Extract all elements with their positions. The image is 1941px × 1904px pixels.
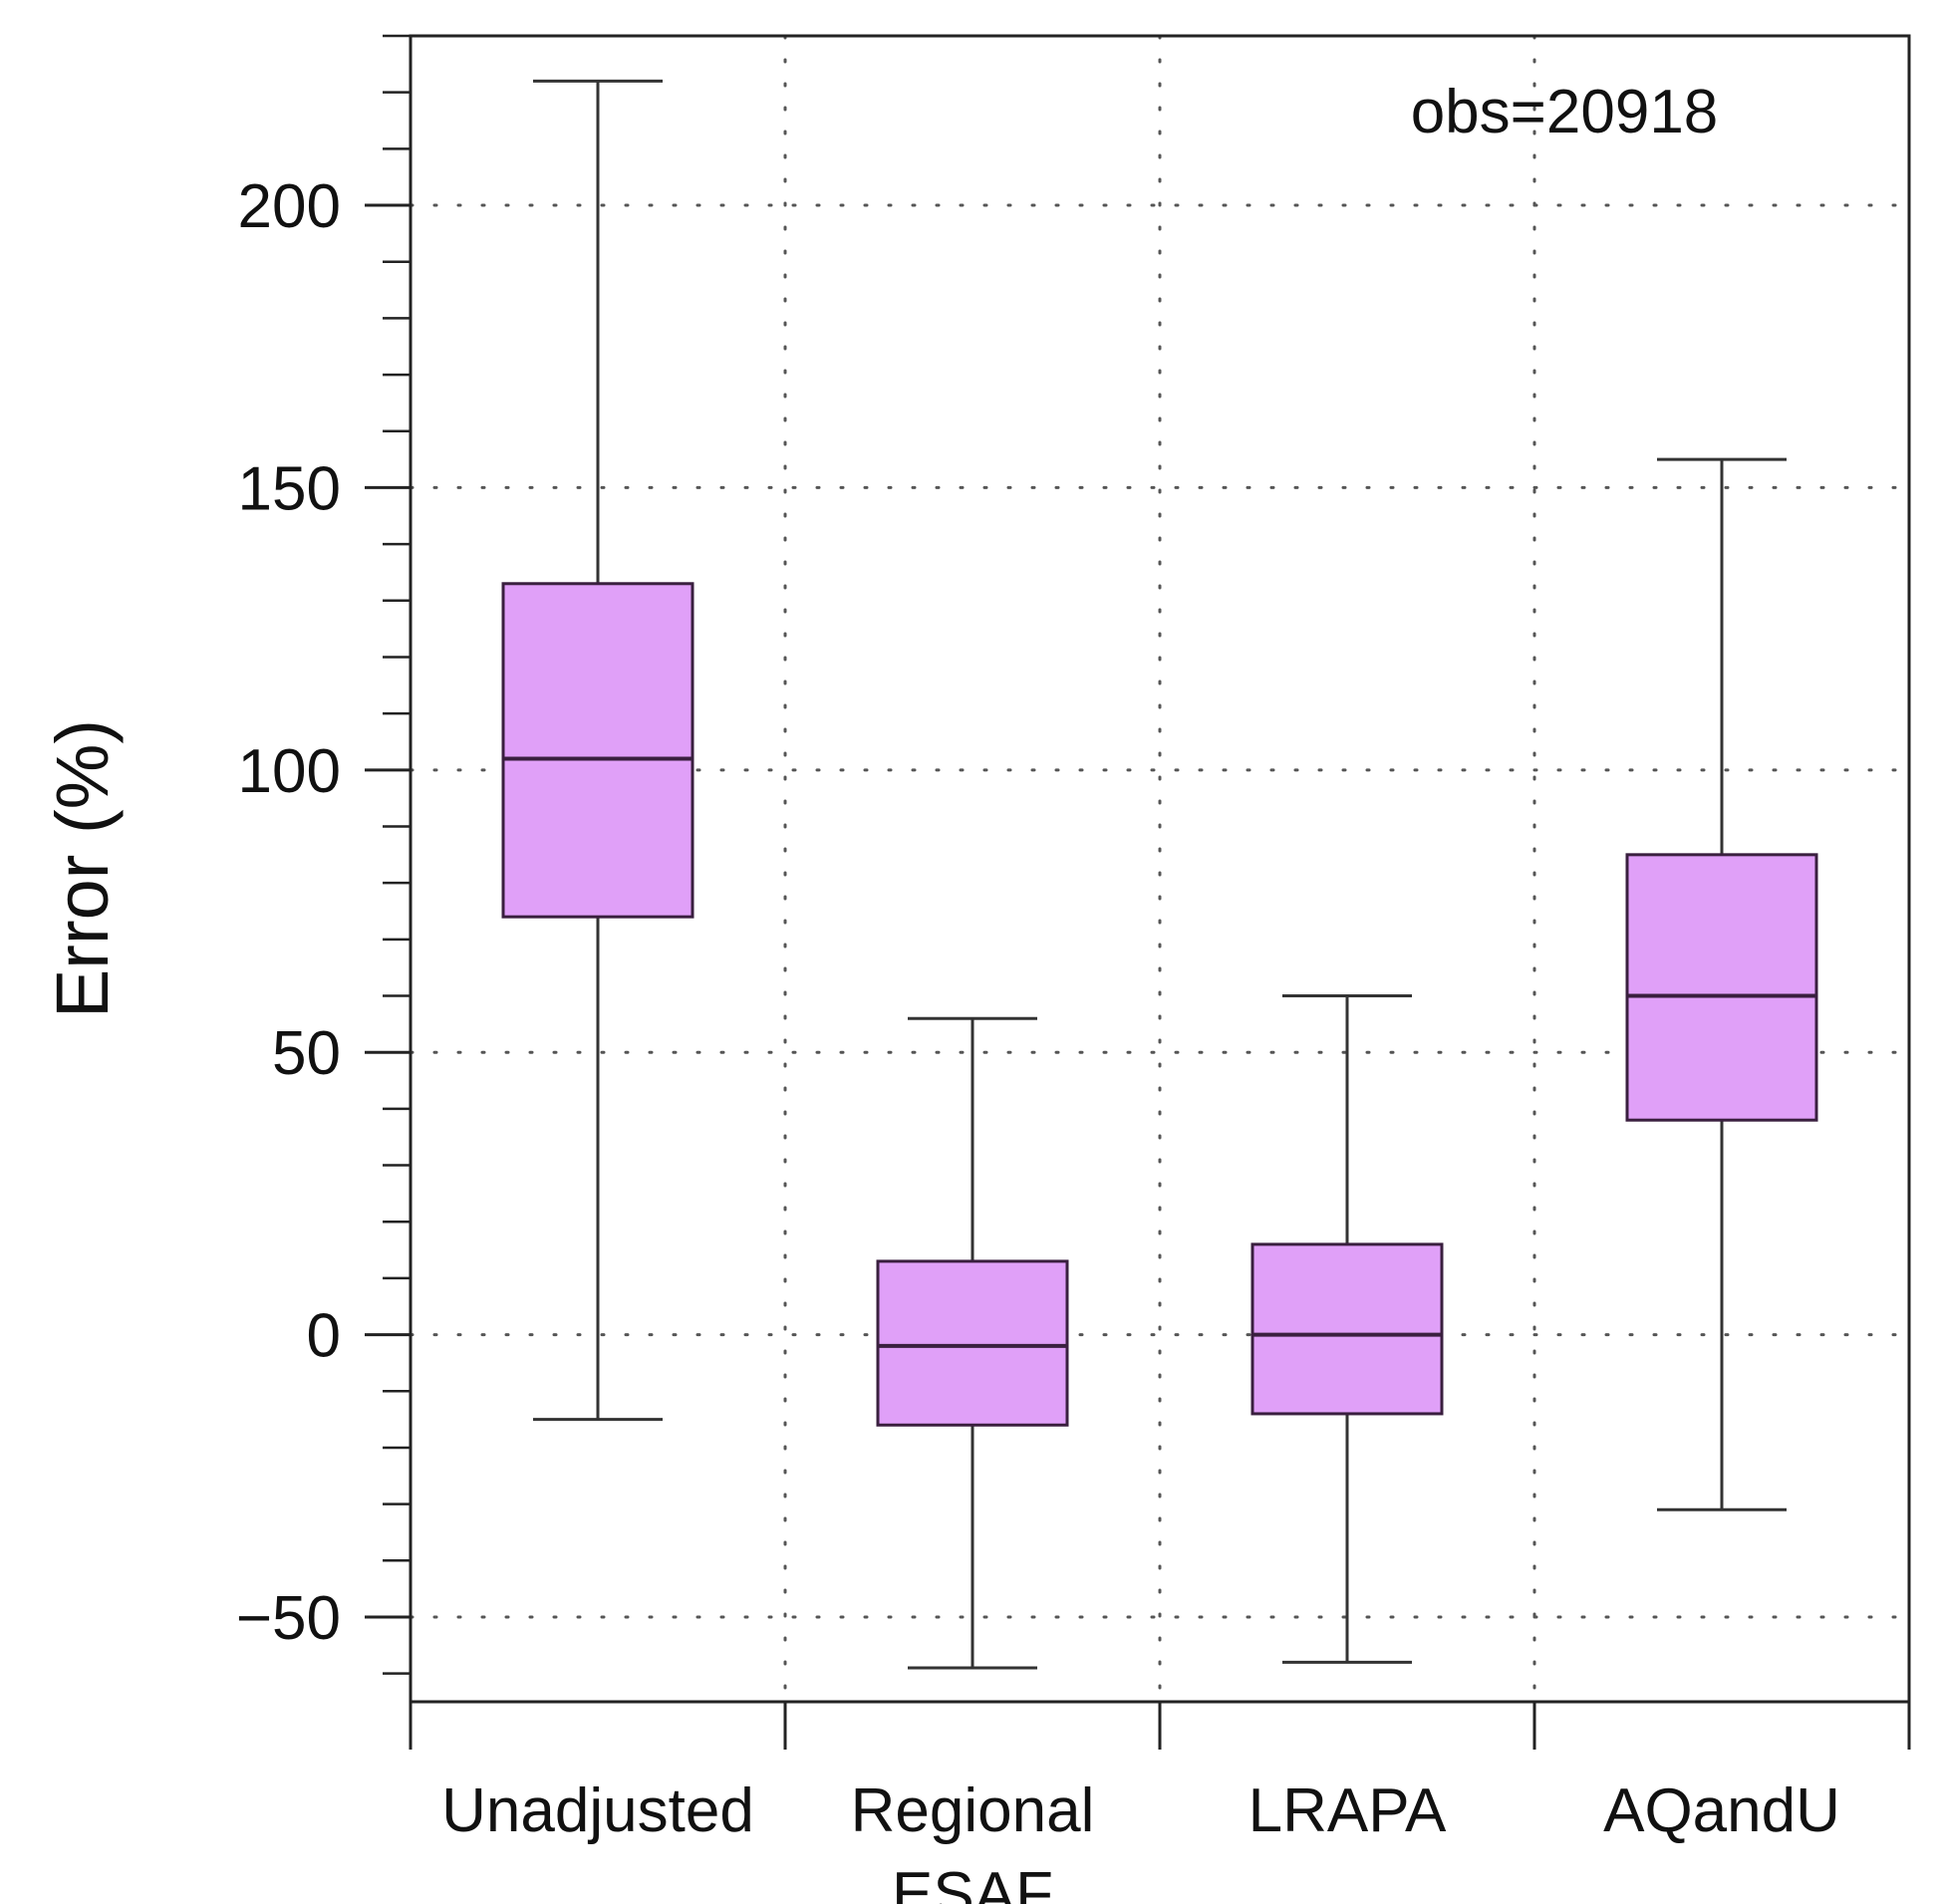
- y-tick-label: 0: [307, 1302, 341, 1371]
- y-tick-label: −50: [236, 1584, 341, 1653]
- iqr-box: [501, 582, 694, 919]
- iqr-box: [1250, 1242, 1444, 1416]
- box-aqandu: [1625, 457, 1818, 1511]
- obs-annotation: obs=20918: [1411, 78, 1719, 146]
- y-tick-label: 200: [238, 172, 341, 241]
- box-series: [501, 79, 1818, 1670]
- y-axis-label: Error (%): [41, 719, 124, 1018]
- x-category-label: Regional: [851, 1776, 1095, 1845]
- grid-lines: [409, 34, 1911, 1704]
- x-category-label: LRAPA: [1248, 1776, 1447, 1845]
- x-category-label: ESAF: [892, 1860, 1053, 1904]
- y-tick-label: 150: [238, 454, 341, 523]
- box-lrapa: [1250, 994, 1444, 1664]
- axes: −50 0 50 100 150 200 Unadjusted Regional ESAF LRA…: [236, 34, 1911, 1904]
- y-tick-label: 50: [272, 1019, 341, 1088]
- iqr-box: [876, 1259, 1069, 1427]
- y-tick-label: 100: [238, 737, 341, 806]
- iqr-box: [1625, 853, 1818, 1122]
- x-category-label: Unadjusted: [441, 1776, 754, 1845]
- box-regional-esaf: [876, 1016, 1069, 1670]
- box-unadjusted: [501, 79, 694, 1422]
- x-category-label: AQandU: [1603, 1776, 1840, 1845]
